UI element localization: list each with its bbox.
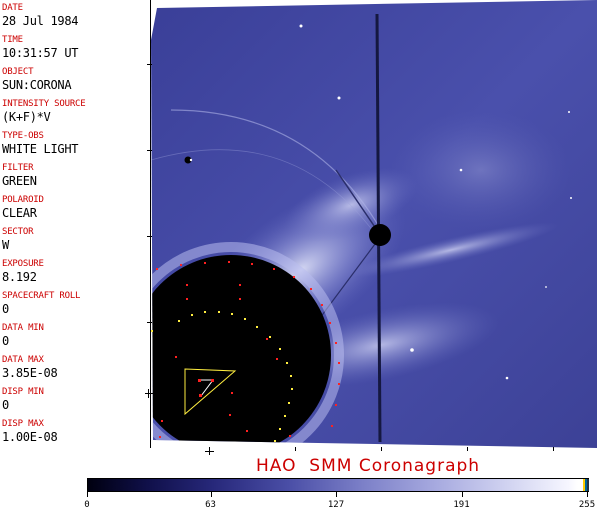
metadata-label: EXPOSURE: [2, 259, 44, 269]
metadata-label: DATA MIN: [2, 323, 44, 333]
bottom-axis-tick: [381, 447, 382, 451]
metadata-label: INTENSITY SOURCE: [2, 99, 86, 109]
metadata-field: DATA MIN 0: [2, 323, 148, 348]
metadata-label: DISP MAX: [2, 419, 44, 429]
figure-title: HAO SMM Coronagraph: [256, 456, 481, 476]
left-axis-tick: [145, 393, 153, 394]
colorbar-end-swatch: [583, 479, 589, 491]
metadata-label: DATE: [2, 3, 23, 13]
metadata-field: DATA MAX 3.85E-08: [2, 355, 148, 380]
left-axis-tick: [147, 236, 152, 237]
colorbar-tick: [336, 492, 338, 497]
colorbar-tick-label: 255: [578, 500, 596, 510]
metadata-field: TIME 10:31:57 UT: [2, 35, 148, 60]
left-axis-tick: [147, 150, 152, 151]
colorbar-tick: [87, 492, 88, 497]
bottom-axis-tick: [205, 451, 214, 452]
metadata-field: FILTER GREEN: [2, 163, 148, 188]
corona-field: [151, 0, 597, 448]
metadata-value: GREEN: [2, 174, 37, 188]
metadata-value: 0: [2, 398, 9, 412]
metadata-field: DISP MAX 1.00E-08: [2, 419, 148, 444]
bottom-axis-tick: [467, 447, 468, 451]
metadata-value: 0: [2, 334, 9, 348]
metadata-value: CLEAR: [2, 206, 37, 220]
colorbar-tick: [210, 492, 212, 497]
colorbar: 0 63 127 191 255: [84, 478, 600, 512]
metadata-value: SUN:CORONA: [2, 78, 72, 92]
colorbar-gradient: [87, 478, 589, 492]
colorbar-tick-label: 63: [205, 500, 216, 510]
metadata-label: SPACECRAFT ROLL: [2, 291, 81, 301]
metadata-field: POLAROID CLEAR: [2, 195, 148, 220]
metadata-value: 3.85E-08: [2, 366, 58, 380]
bottom-axis-tick: [295, 447, 296, 451]
left-axis-tick: [148, 389, 149, 398]
metadata-panel: DATE 28 Jul 1984 TIME 10:31:57 UT OBJECT SUN:…: [0, 0, 151, 448]
metadata-value: 0: [2, 302, 9, 316]
overlay-grid-yellow: [151, 311, 293, 442]
left-axis-tick: [147, 322, 152, 323]
metadata-value: 8.192: [2, 270, 37, 284]
coronagraph-image-svg: [151, 0, 597, 448]
metadata-label: TYPE-OBS: [2, 131, 44, 141]
colorbar-tick: [587, 492, 588, 497]
metadata-value: 28 Jul 1984: [2, 14, 79, 28]
left-axis-tick: [147, 64, 152, 65]
metadata-field: EXPOSURE 8.192: [2, 259, 148, 284]
metadata-label: FILTER: [2, 163, 34, 173]
metadata-value: W: [2, 238, 9, 252]
metadata-field: DISP MIN 0: [2, 387, 148, 412]
metadata-value: 10:31:57 UT: [2, 46, 79, 60]
metadata-field: OBJECT SUN:CORONA: [2, 67, 148, 92]
metadata-field: TYPE-OBS WHITE LIGHT: [2, 131, 148, 156]
overlay-grid-red: [151, 261, 340, 438]
metadata-value: 1.00E-08: [2, 430, 58, 444]
metadata-value: (K+F)*V: [2, 110, 51, 124]
metadata-label: POLAROID: [2, 195, 44, 205]
colorbar-tick-label: 127: [327, 500, 345, 510]
metadata-label: TIME: [2, 35, 23, 45]
metadata-label: DISP MIN: [2, 387, 44, 397]
metadata-value: WHITE LIGHT: [2, 142, 79, 156]
metadata-field: SECTOR W: [2, 227, 148, 252]
metadata-label: OBJECT: [2, 67, 34, 77]
colorbar-tick: [461, 492, 463, 497]
bottom-axis-tick: [553, 447, 554, 451]
orientation-marker: [184, 368, 237, 416]
metadata-field: DATE 28 Jul 1984: [2, 3, 148, 28]
metadata-field: INTENSITY SOURCE (K+F)*V: [2, 99, 148, 124]
colorbar-tick-label: 0: [84, 500, 90, 510]
colorbar-tick-label: 191: [453, 500, 470, 510]
metadata-label: DATA MAX: [2, 355, 44, 365]
metadata-label: SECTOR: [2, 227, 34, 237]
coronagraph-image: [151, 0, 600, 448]
metadata-field: SPACECRAFT ROLL 0: [2, 291, 148, 316]
